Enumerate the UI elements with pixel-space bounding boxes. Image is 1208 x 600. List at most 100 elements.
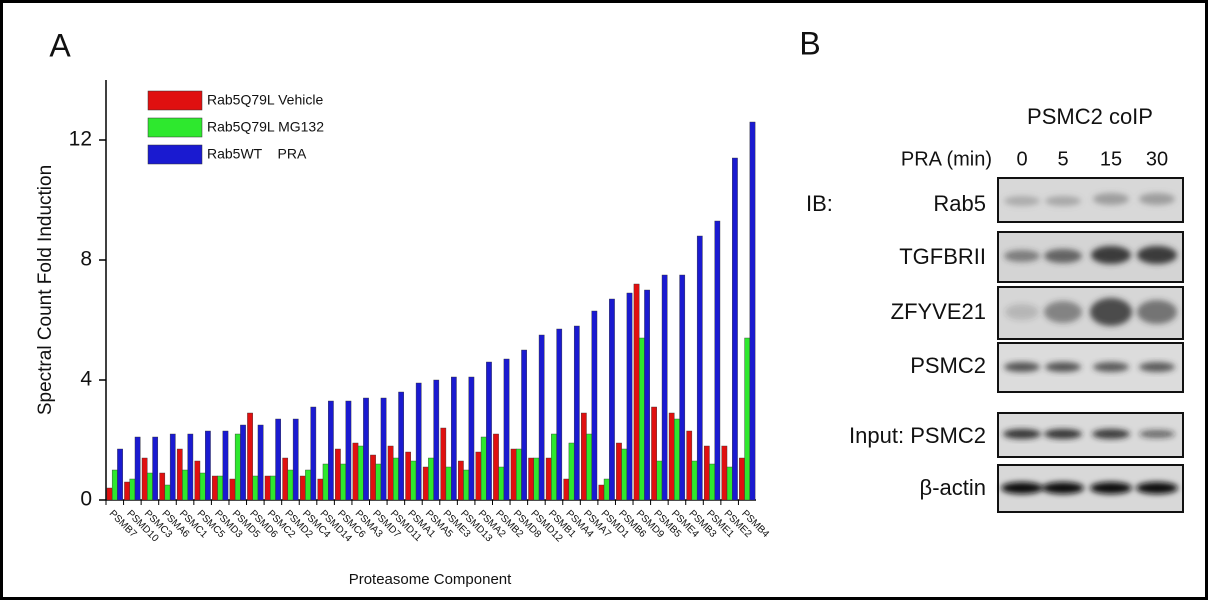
bar <box>680 275 685 500</box>
row-label: ZFYVE21 <box>891 299 986 324</box>
panel-label: B <box>799 25 820 61</box>
bar <box>709 464 714 500</box>
bar <box>745 338 750 500</box>
bar <box>586 434 591 500</box>
bar <box>218 476 223 500</box>
bar <box>469 377 474 500</box>
bar <box>616 443 621 500</box>
bar <box>177 449 182 500</box>
bar <box>370 455 375 500</box>
bar <box>147 473 152 500</box>
bar <box>353 443 358 500</box>
bar <box>651 407 656 500</box>
bar <box>476 452 481 500</box>
bar <box>609 299 614 500</box>
bar <box>627 293 632 500</box>
bar <box>557 329 562 500</box>
bar <box>247 413 252 500</box>
bar <box>634 284 639 500</box>
legend-label: Rab5Q79L Vehicle <box>207 92 323 108</box>
bar <box>581 413 586 500</box>
bar <box>288 470 293 500</box>
bar <box>644 290 649 500</box>
bar <box>195 461 200 500</box>
bar <box>300 476 305 500</box>
y-tick-label: 0 <box>80 488 92 511</box>
bar <box>235 434 240 500</box>
legend-label: Rab5Q79L MG132 <box>207 119 324 135</box>
bar <box>423 467 428 500</box>
bar <box>551 434 556 500</box>
row-label: β-actin <box>920 475 986 500</box>
legend-label: Rab5WT PRA <box>207 146 307 162</box>
bar <box>732 158 737 500</box>
bar <box>381 398 386 500</box>
bar <box>165 485 170 500</box>
bar <box>493 434 498 500</box>
bar <box>521 350 526 500</box>
bar <box>539 335 544 500</box>
bar <box>135 437 140 500</box>
bar <box>305 470 310 500</box>
bar <box>428 458 433 500</box>
row-label: TGFBRII <box>899 244 986 269</box>
bar <box>697 236 702 500</box>
bar <box>170 434 175 500</box>
y-axis-title: Spectral Count Fold Induction <box>35 165 56 415</box>
bar <box>511 449 516 500</box>
bar <box>388 446 393 500</box>
bar <box>599 485 604 500</box>
row-label: PSMC2 <box>910 353 986 378</box>
legend-swatch <box>148 91 202 110</box>
bar <box>727 467 732 500</box>
bar <box>182 470 187 500</box>
bar <box>276 419 281 500</box>
bar <box>318 479 323 500</box>
row-label: Input: PSMC2 <box>849 423 986 448</box>
bar <box>434 380 439 500</box>
bar <box>481 437 486 500</box>
bar <box>416 383 421 500</box>
y-tick-label: 12 <box>69 128 92 151</box>
y-tick-label: 8 <box>80 248 92 271</box>
bar <box>657 461 662 500</box>
bar <box>704 446 709 500</box>
bar <box>293 419 298 500</box>
bar <box>464 470 469 500</box>
bar <box>311 407 316 500</box>
panel-label: A <box>49 27 71 63</box>
bar <box>529 458 534 500</box>
bar <box>160 473 165 500</box>
bar <box>323 464 328 500</box>
bar <box>112 470 117 500</box>
bar <box>223 431 228 500</box>
x-axis-title: Proteasome Component <box>349 571 512 588</box>
bar <box>117 449 122 500</box>
bar <box>446 467 451 500</box>
bar <box>486 362 491 500</box>
treatment-label: PRA (min) <box>901 148 992 170</box>
bar <box>564 479 569 500</box>
bar <box>546 458 551 500</box>
bar <box>142 458 147 500</box>
bar <box>722 446 727 500</box>
bar <box>240 425 245 500</box>
bar <box>253 476 258 500</box>
bar <box>687 431 692 500</box>
bar <box>363 398 368 500</box>
bar <box>499 467 504 500</box>
bar <box>265 476 270 500</box>
bar <box>406 452 411 500</box>
bar <box>574 326 579 500</box>
lane-label: 15 <box>1100 148 1122 170</box>
bar <box>270 476 275 500</box>
bar <box>205 431 210 500</box>
bar <box>258 425 263 500</box>
bar <box>130 479 135 500</box>
bar <box>230 479 235 500</box>
bar <box>376 464 381 500</box>
bar <box>200 473 205 500</box>
bar <box>335 449 340 500</box>
bar <box>153 437 158 500</box>
bar <box>399 392 404 500</box>
